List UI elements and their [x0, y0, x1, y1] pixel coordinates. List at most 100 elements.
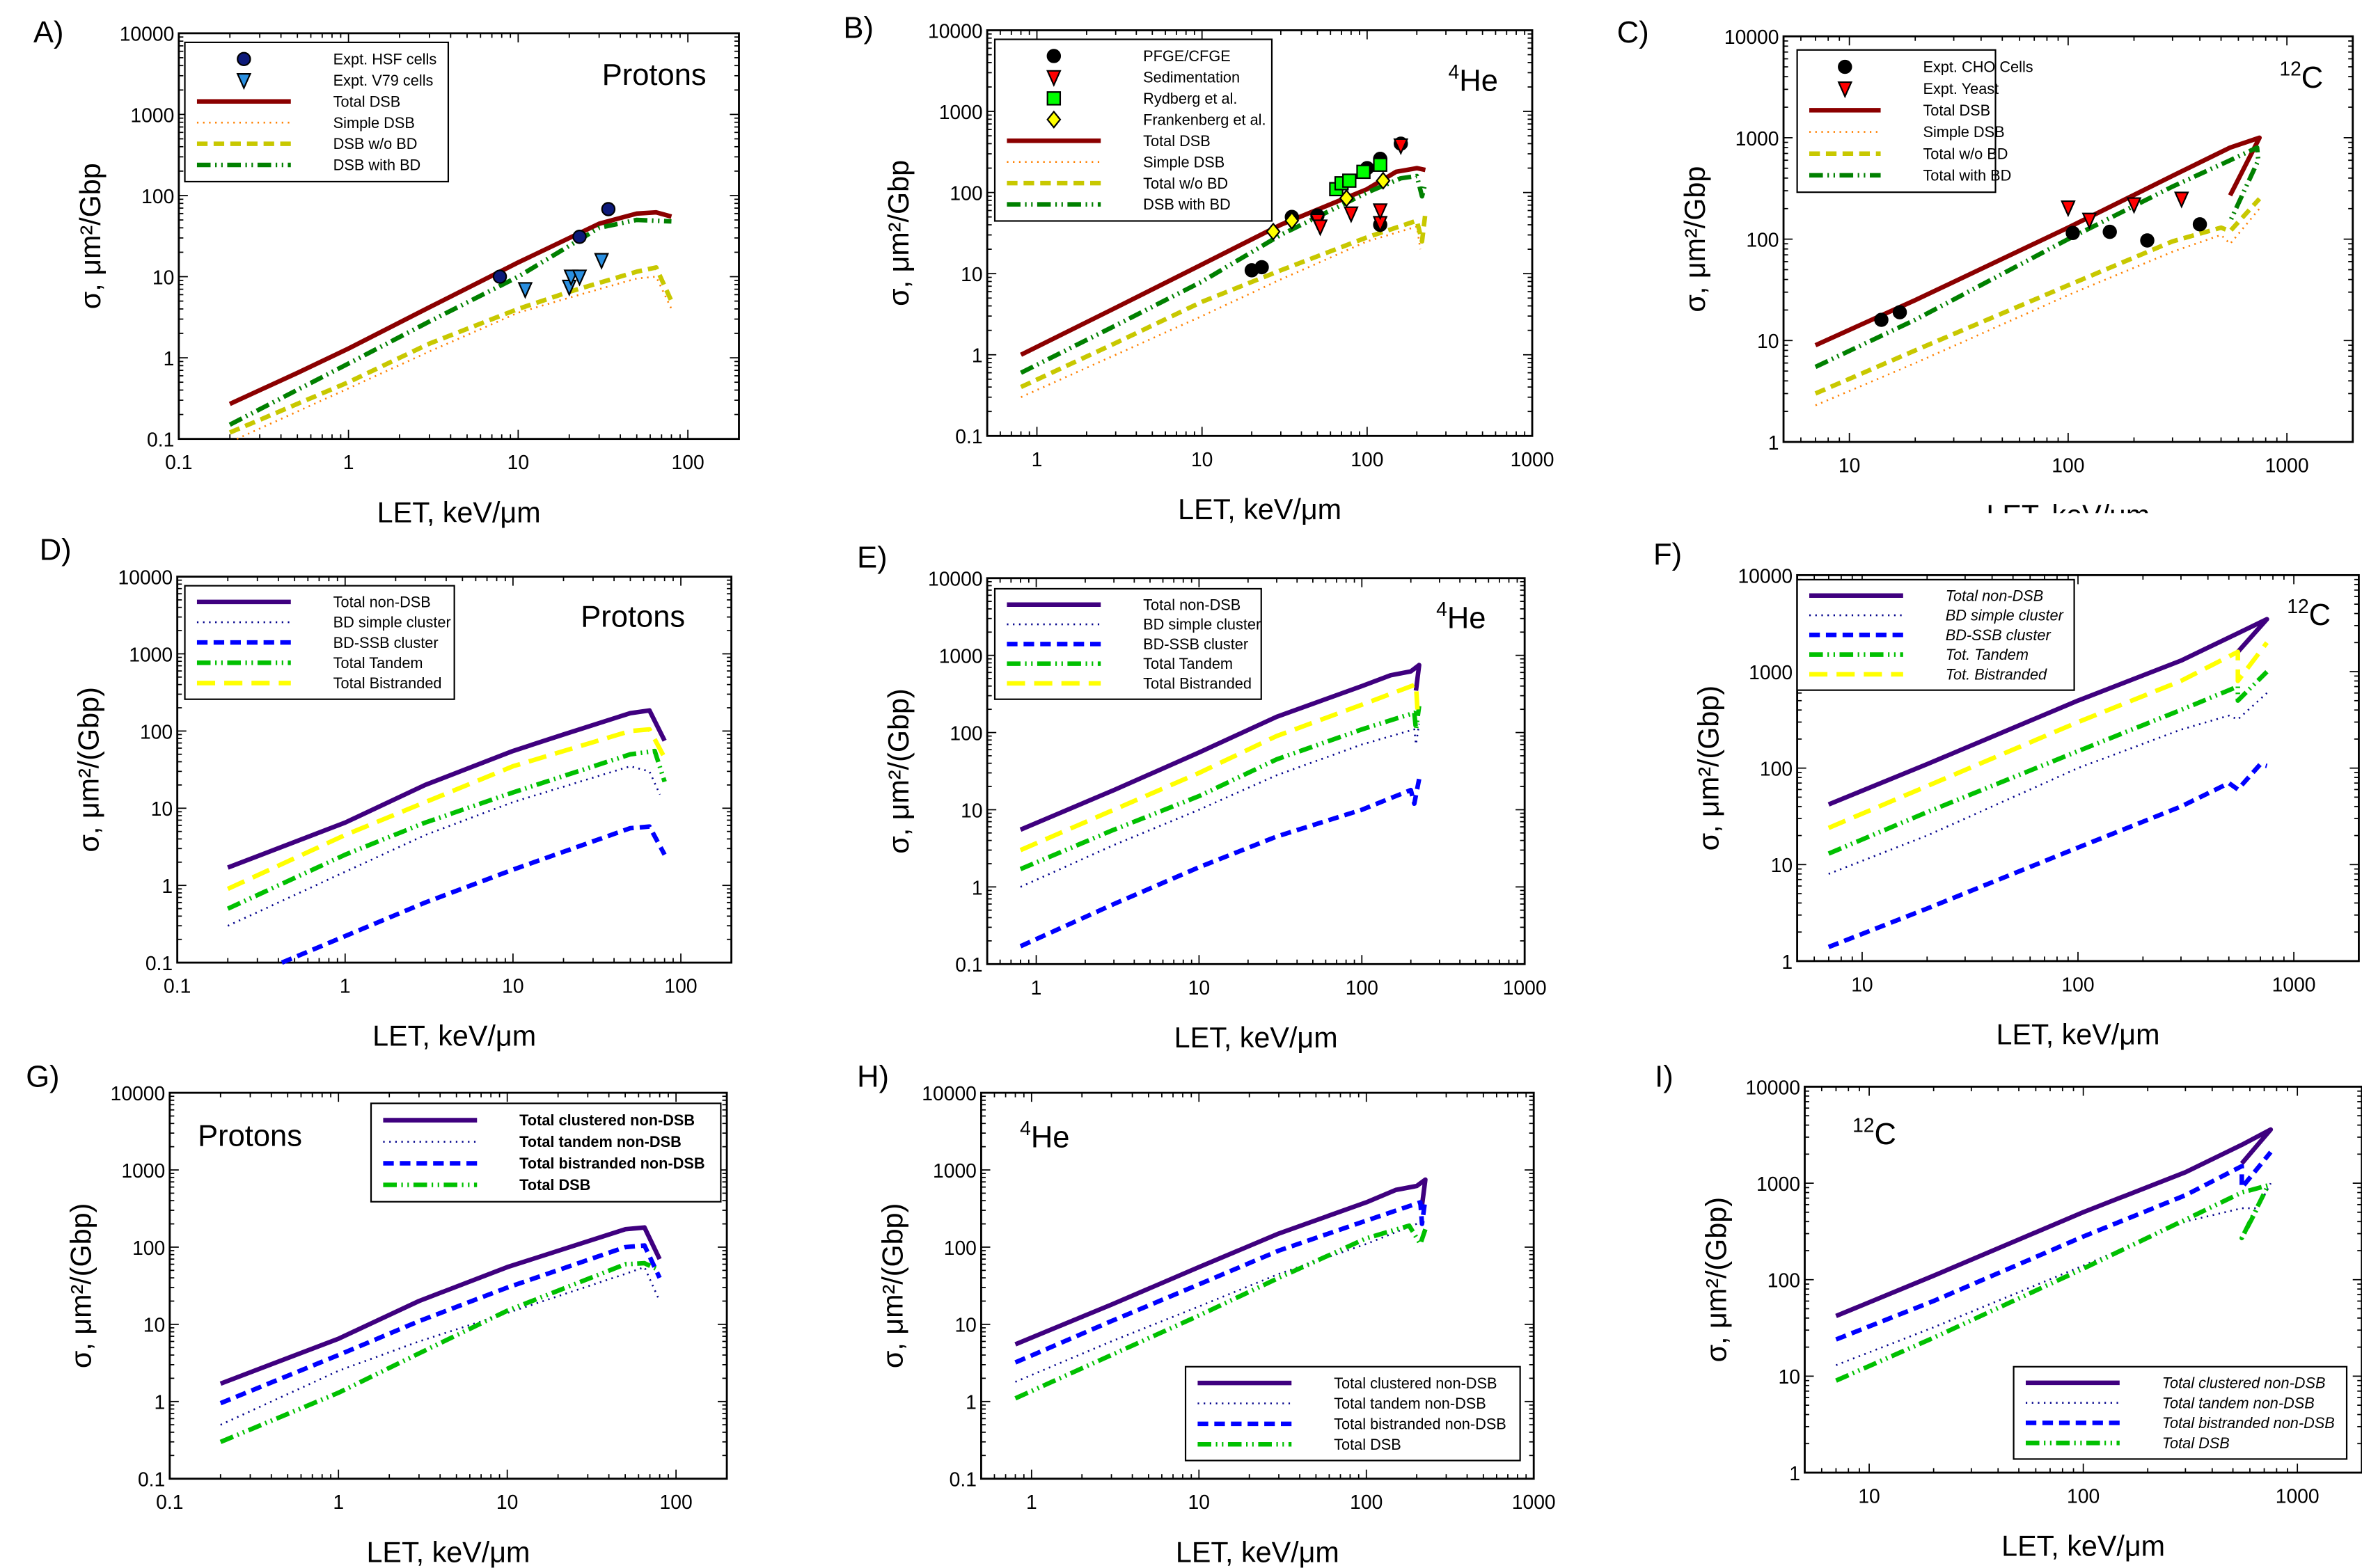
legend-entry: Total clustered non-DSB [1197, 1375, 1497, 1392]
series-line-4 [1019, 682, 1420, 853]
x-axis-title: LET, keV/μm [1986, 500, 2150, 532]
legend-label: Simple DSB [1143, 153, 1225, 171]
data-point-3 [1266, 222, 1281, 241]
axis-ticks [1783, 35, 2354, 443]
axis-ticks [986, 29, 1533, 437]
legend-entry: Tot. Bistranded [1809, 665, 2047, 683]
annotation-text: Protons [581, 600, 685, 633]
legend-entry: Total w/o BD [1007, 175, 1228, 192]
legend-label: Total w/o BD [1923, 145, 2008, 162]
data-point-2 [1356, 164, 1371, 180]
panel-c: C) 10 100 1000 1 10 100 1000 10000 LET, keV/μm σ, … [1617, 16, 2354, 532]
legend-entry: Total bistranded non-DSB [1197, 1415, 1506, 1432]
y-tick-label: 1000 [1735, 127, 1779, 150]
legend-entry: Rydberg et al. [1046, 90, 1237, 107]
y-tick-label: 1 [972, 345, 983, 367]
legend-entry: Total Bistranded [1007, 674, 1252, 692]
particle-annotation: 12C [1852, 1114, 1896, 1151]
data-point-0 [601, 202, 616, 216]
y-tick-label: 10000 [928, 568, 983, 590]
legend-entry: Frankenberg et al. [1046, 110, 1266, 129]
y-tick-label: 1000 [1749, 661, 1793, 683]
series-line-1 [1020, 723, 1420, 888]
series-line-1 [1021, 225, 1422, 398]
x-tick-label: 10 [1188, 1491, 1210, 1513]
series-line-3 [1827, 670, 2269, 856]
series-line-4 [1827, 641, 2269, 830]
legend-label: Total non-DSB [1946, 587, 2044, 604]
data-point-3 [1376, 171, 1391, 190]
y-tick-label: 100 [1746, 228, 1779, 251]
panel-g: G) 0.1 1 10 100 0.1 1 10 100 1000 10000 LET, keV/μm… [26, 1060, 728, 1568]
y-axis-title: σ, μm²/Gbp [74, 163, 107, 309]
data-point-0 [1874, 312, 1889, 327]
legend-entry: DSB with BD [1007, 196, 1231, 213]
series-line-2 [1020, 213, 1428, 390]
legend-entry: Total DSB [2025, 1434, 2230, 1452]
legend-entry: Expt. V79 cells [236, 72, 434, 90]
annotation-text: He [1447, 602, 1486, 635]
legend-label: BD-SSB cluster [1143, 635, 1248, 653]
legend-entry: Total bistranded non-DSB [383, 1155, 705, 1172]
y-axis-title: σ, μm²/Gbp [883, 160, 915, 306]
x-tick-label: 10 [507, 451, 529, 473]
x-tick-label: 1000 [1503, 976, 1547, 999]
legend-label: Expt. HSF cells [333, 50, 437, 68]
y-tick-label: 1000 [121, 1159, 165, 1182]
series-line-0 [228, 209, 672, 406]
annotation-text: He [1459, 64, 1498, 97]
legend: Expt. CHO Cells Expt. Yeast Total DSB Simpl… [1796, 49, 2033, 193]
y-tick-label: 0.1 [950, 1468, 977, 1491]
legend: Expt. HSF cells Expt. V79 cells Total DSB S… [184, 41, 450, 183]
data-markers [1874, 191, 2207, 327]
data-point-0 [2192, 217, 2207, 232]
annotation-text: He [1031, 1120, 1070, 1154]
legend-label: Total DSB [519, 1176, 590, 1194]
x-tick-label: 100 [672, 451, 704, 473]
data-point-0 [492, 269, 507, 284]
y-tick-label: 100 [141, 185, 174, 207]
panel-label: C) [1617, 16, 1649, 49]
legend-entry: Total w/o BD [1809, 145, 2008, 162]
legend-label: Total non-DSB [1143, 596, 1241, 613]
particle-annotation: 4He [1449, 61, 1498, 97]
legend-entry: Total DSB [1809, 102, 1990, 119]
series-line-1 [1815, 207, 2260, 406]
legend-entry: BD-SSB cluster [1007, 635, 1248, 653]
legend: Total clustered non-DSB Total tandem non-… [1184, 1365, 1521, 1462]
y-tick-label: 0.1 [955, 425, 982, 448]
data-point-2 [1342, 173, 1357, 188]
series-line-0 [1019, 663, 1422, 832]
legend-entry: Total non-DSB [1809, 587, 2043, 604]
legend-entry: Total tandem non-DSB [383, 1133, 682, 1150]
data-point-1 [2126, 197, 2142, 214]
legend-label: Expt. Yeast [1923, 80, 1999, 97]
legend-marker [1837, 81, 1853, 99]
legend-label: Total DSB [1143, 132, 1211, 150]
y-tick-label: 0.1 [147, 429, 174, 451]
panel-i: I) 10 100 1000 1 10 100 1000 10000 LET, keV/μm σ, … [1655, 1060, 2362, 1562]
annotation-superscript: 4 [1449, 61, 1460, 83]
y-tick-label: 0.1 [145, 952, 173, 974]
x-tick-label: 10 [502, 975, 523, 997]
y-tick-label: 100 [132, 1237, 165, 1259]
x-axis-title: LET, keV/μm [377, 496, 541, 528]
legend-label: Expt. CHO Cells [1923, 58, 2033, 76]
legend-label: Tot. Bistranded [1946, 665, 2047, 683]
panel-label: H) [857, 1060, 889, 1093]
y-tick-label: 10000 [928, 19, 983, 42]
legend-label: PFGE/CFGE [1143, 47, 1231, 65]
legend-marker [236, 73, 252, 90]
x-axis-title: LET, keV/μm [372, 1020, 536, 1052]
series-line-2 [1814, 197, 2262, 396]
y-axis-title: σ, μm²/(Gbp) [1693, 686, 1725, 850]
legend-label: Total DSB [1334, 1436, 1401, 1453]
y-axis-title: σ, μm²/(Gbp) [65, 1203, 97, 1368]
legend-entry: Total with BD [1809, 167, 2011, 184]
series-line-2 [1827, 761, 2268, 949]
panel-label: B) [844, 11, 874, 45]
series-line-3 [1835, 1182, 2271, 1383]
data-point-0 [1892, 305, 1907, 319]
series-line-0 [1014, 1177, 1428, 1347]
y-tick-label: 10 [143, 1314, 165, 1336]
